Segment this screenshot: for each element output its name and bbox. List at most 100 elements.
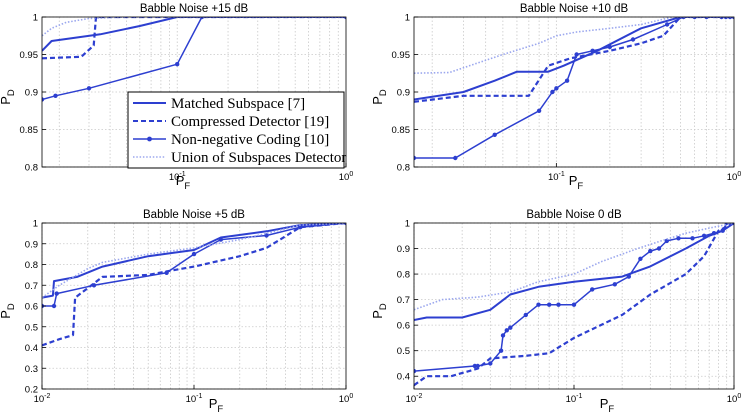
y-tick-label: 0.5	[397, 346, 410, 357]
x-tick-base: 10	[727, 394, 738, 405]
series-marker	[53, 93, 58, 99]
series-line-3	[42, 17, 346, 101]
x-tick-exponent: -1	[179, 171, 185, 178]
series-marker	[564, 78, 570, 83]
series-marker	[504, 328, 509, 333]
series-marker	[492, 132, 497, 137]
series-marker	[164, 270, 169, 275]
series-line-4	[414, 17, 734, 74]
chart-title: Babble Noise 0 dB	[526, 209, 622, 221]
series-marker	[51, 303, 57, 309]
x-tick-exponent: -1	[559, 171, 565, 178]
series-marker	[453, 155, 458, 161]
series-marker	[590, 287, 595, 292]
y-tick-label: 0.4	[397, 372, 410, 383]
x-tick-base: 10	[406, 394, 417, 405]
series-marker	[500, 333, 506, 338]
y-tick-label: 0.95	[392, 50, 411, 61]
y-axis-label-main: P	[0, 310, 13, 319]
series-line-2	[42, 17, 346, 60]
series-line-2	[414, 223, 734, 387]
y-tick-label: 0.7	[25, 281, 38, 292]
x-tick-base: 10	[339, 394, 350, 405]
x-tick-label: 100	[727, 393, 741, 405]
series-marker	[590, 48, 595, 53]
series-marker	[536, 302, 541, 307]
x-tick-exponent: -1	[196, 393, 202, 400]
series-line-1	[42, 17, 346, 52]
series-line-2	[42, 223, 346, 347]
series-group	[414, 17, 734, 161]
y-axis-label-main: P	[370, 96, 385, 105]
x-axis-label-main: P	[600, 396, 609, 411]
legend-entry-label: Matched Subspace [7]	[171, 96, 305, 112]
x-axis-label-main: P	[209, 396, 218, 411]
series-line-1	[42, 223, 346, 299]
series-marker	[191, 251, 197, 257]
series-group	[42, 223, 346, 347]
series-marker	[175, 61, 180, 67]
y-tick-label: 0.2	[25, 385, 38, 396]
chart-title: Babble Noise +5 dB	[143, 209, 245, 221]
x-tick-label: 10-2	[406, 393, 423, 405]
x-tick-exponent: 0	[349, 171, 353, 178]
x-axis-label-main: P	[176, 173, 185, 188]
series-marker	[676, 236, 681, 241]
y-tick-label: 0.85	[20, 125, 39, 136]
series-marker	[556, 302, 561, 307]
x-tick-base: 10	[339, 172, 350, 183]
x-axis-label: PF	[176, 173, 191, 192]
series-marker	[86, 86, 92, 91]
x-tick-label: 10-1	[566, 393, 583, 405]
y-axis-label-subscript: D	[378, 303, 389, 310]
y-axis-label-subscript: D	[6, 89, 17, 96]
series-marker	[508, 325, 513, 330]
chart-title: Babble Noise +15 dB	[140, 3, 249, 15]
series-marker	[498, 348, 504, 353]
y-tick-label: 0.8	[25, 163, 38, 174]
series-line-1	[414, 17, 734, 101]
series-line-1	[414, 223, 734, 321]
y-tick-label: 0.85	[392, 125, 411, 136]
series-marker	[475, 363, 480, 369]
series-marker	[664, 22, 670, 27]
y-tick-label: 0.95	[20, 50, 39, 61]
y-tick-label: 0.3	[25, 364, 38, 375]
y-tick-label: 0.4	[25, 343, 38, 354]
series-marker	[488, 361, 493, 366]
x-tick-base: 10	[186, 394, 197, 405]
x-tick-base: 10	[169, 172, 180, 183]
series-line-4	[414, 223, 734, 311]
x-tick-base: 10	[548, 172, 559, 183]
x-tick-exponent: 0	[737, 171, 741, 178]
y-tick-label: 0.9	[25, 239, 38, 250]
series-line-2	[414, 17, 734, 103]
x-tick-exponent: 0	[349, 393, 353, 400]
y-axis-label-main: P	[0, 96, 13, 105]
y-tick-label: 0.6	[25, 302, 38, 313]
y-axis-label-subscript: D	[378, 89, 389, 96]
y-tick-label: 1	[33, 219, 38, 230]
series-marker	[656, 246, 662, 251]
y-tick-label: 0.9	[397, 244, 410, 255]
x-tick-exponent: -2	[416, 393, 422, 400]
x-tick-label: 100	[727, 171, 741, 183]
y-tick-label: 0.6	[397, 321, 410, 332]
series-marker	[42, 97, 45, 102]
y-tick-label: 0.9	[25, 88, 38, 99]
x-axis-label: PF	[600, 396, 615, 415]
y-axis-label: PD	[370, 303, 389, 319]
y-tick-label: 0.9	[397, 88, 410, 99]
series-marker	[571, 302, 577, 307]
x-tick-label: 100	[339, 171, 354, 183]
legend-entry-label: Non-negative Coding [10]	[171, 132, 329, 148]
y-axis-label: PD	[0, 303, 17, 319]
series-marker	[630, 37, 636, 42]
y-tick-label: 0.8	[397, 270, 410, 281]
series-marker	[414, 155, 417, 161]
y-axis-label-subscript: D	[6, 303, 17, 310]
